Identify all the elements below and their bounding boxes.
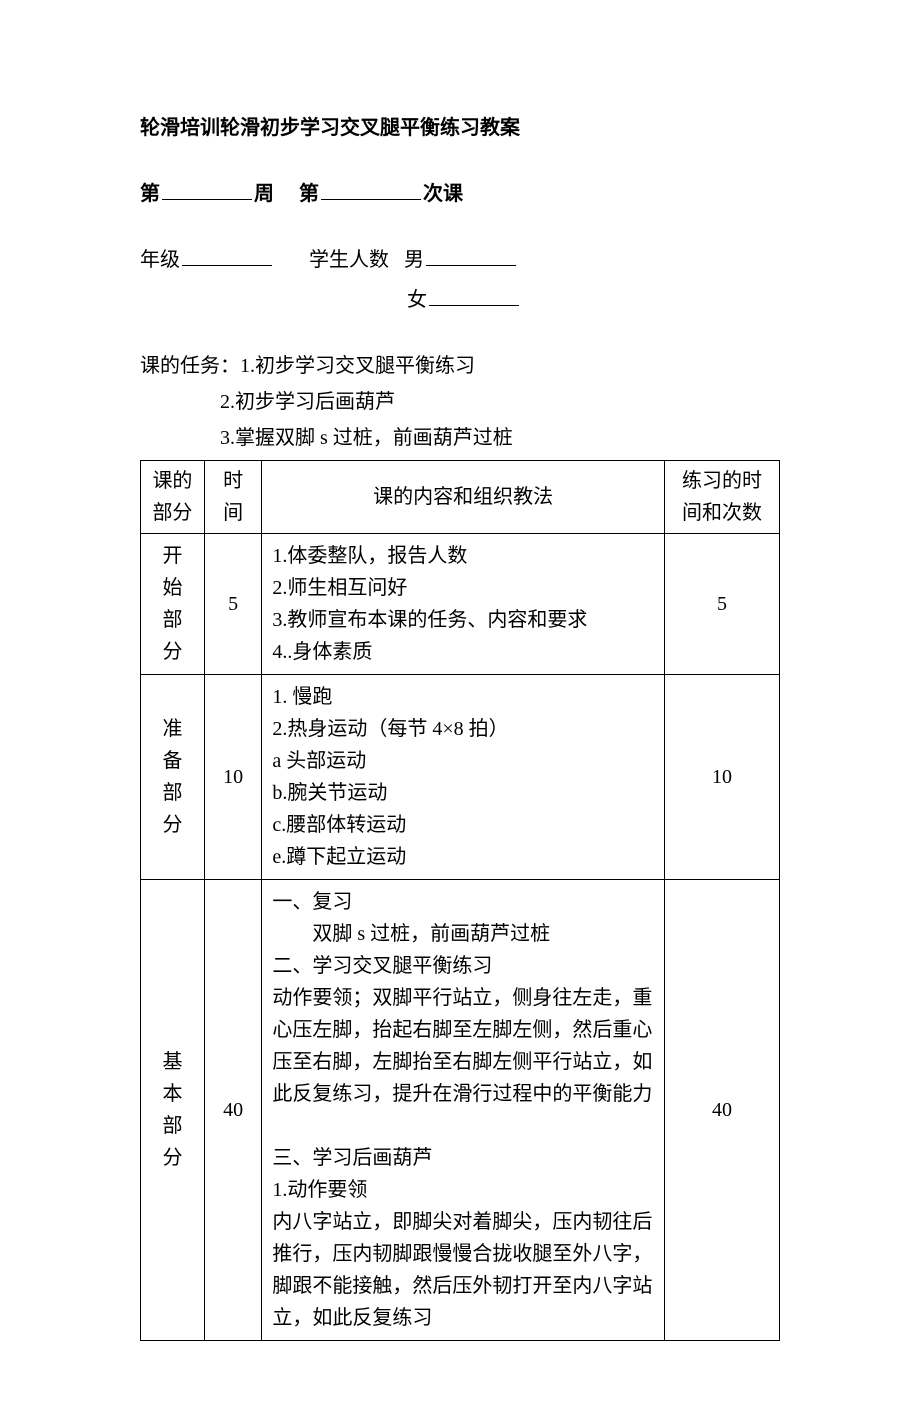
student-count-label: 学生人数 [309, 249, 389, 271]
part-char: 本 [149, 1078, 196, 1110]
tasks-prefix: 课的任务： [140, 355, 240, 377]
content-cell: 一、复习双脚 s 过桩，前画葫芦过桩二、学习交叉腿平衡练习动作要领；双脚平行站立… [262, 880, 665, 1341]
part-char: 部 [149, 1110, 196, 1142]
content-line: a 头部运动 [272, 745, 654, 777]
session-blank [321, 199, 421, 200]
female-line: 女 [140, 282, 780, 318]
col-practice-l2: 间和次数 [682, 502, 762, 524]
lesson-plan-table: 课的 部分 时 间 课的内容和组织教法 练习的时 间和次数 开始部分51.体委整… [140, 460, 780, 1341]
table-row: 开始部分51.体委整队，报告人数2.师生相互问好3.教师宣布本课的任务、内容和要… [141, 534, 780, 675]
part-char: 始 [149, 572, 196, 604]
part-char: 基 [149, 1046, 196, 1078]
part-char: 分 [149, 636, 196, 668]
content-line: 二、学习交叉腿平衡练习 [272, 950, 654, 982]
table-header-row: 课的 部分 时 间 课的内容和组织教法 练习的时 间和次数 [141, 461, 780, 534]
male-label: 男 [404, 249, 424, 271]
content-line: 1.动作要领 [272, 1174, 654, 1206]
content-line: b.腕关节运动 [272, 777, 654, 809]
practice-cell: 5 [664, 534, 779, 675]
table-row: 准备部分101. 慢跑2.热身运动（每节 4×8 拍）a 头部运动b.腕关节运动… [141, 675, 780, 880]
content-line: 双脚 s 过桩，前画葫芦过桩 [272, 918, 654, 950]
col-practice-l1: 练习的时 [682, 470, 762, 492]
content-line: 3.教师宣布本课的任务、内容和要求 [272, 604, 654, 636]
content-line [272, 1110, 654, 1142]
content-line: c.腰部体转运动 [272, 809, 654, 841]
time-cell: 5 [204, 534, 262, 675]
week-prefix: 第 [140, 183, 160, 205]
female-label: 女 [407, 289, 427, 311]
col-time-l1: 时 [223, 470, 243, 492]
tasks-block: 课的任务：1.初步学习交叉腿平衡练习 2.初步学习后画葫芦 3.掌握双脚 s 过… [140, 348, 780, 456]
content-line: e.蹲下起立运动 [272, 841, 654, 873]
content-line: 一、复习 [272, 886, 654, 918]
content-line: 2.热身运动（每节 4×8 拍） [272, 713, 654, 745]
female-blank [429, 305, 519, 306]
col-content: 课的内容和组织教法 [262, 461, 665, 534]
content-line: 4..身体素质 [272, 636, 654, 668]
session-prefix: 第 [299, 183, 319, 205]
part-char: 备 [149, 745, 196, 777]
part-char: 开 [149, 540, 196, 572]
week-suffix: 周 [254, 183, 274, 205]
grade-blank [182, 265, 272, 266]
col-time: 时 间 [204, 461, 262, 534]
content-cell: 1.体委整队，报告人数2.师生相互问好3.教师宣布本课的任务、内容和要求4..身… [262, 534, 665, 675]
practice-cell: 40 [664, 880, 779, 1341]
practice-cell: 10 [664, 675, 779, 880]
col-practice: 练习的时 间和次数 [664, 461, 779, 534]
document-title: 轮滑培训轮滑初步学习交叉腿平衡练习教案 [140, 110, 780, 146]
part-char: 部 [149, 777, 196, 809]
part-char: 准 [149, 713, 196, 745]
part-char: 分 [149, 809, 196, 841]
table-row: 基本部分40一、复习双脚 s 过桩，前画葫芦过桩二、学习交叉腿平衡练习动作要领；… [141, 880, 780, 1341]
col-time-l2: 间 [223, 502, 243, 524]
part-cell: 基本部分 [141, 880, 205, 1341]
time-cell: 40 [204, 880, 262, 1341]
male-blank [426, 265, 516, 266]
time-cell: 10 [204, 675, 262, 880]
content-line: 1. 慢跑 [272, 681, 654, 713]
content-cell: 1. 慢跑2.热身运动（每节 4×8 拍）a 头部运动b.腕关节运动c.腰部体转… [262, 675, 665, 880]
part-cell: 开始部分 [141, 534, 205, 675]
task-3: 3.掌握双脚 s 过桩，前画葫芦过桩 [140, 420, 780, 456]
week-blank [162, 199, 252, 200]
part-cell: 准备部分 [141, 675, 205, 880]
task-1: 1.初步学习交叉腿平衡练习 [240, 355, 475, 377]
col-part-l2: 部分 [152, 502, 192, 524]
session-suffix: 次课 [423, 183, 463, 205]
content-line: 三、学习后画葫芦 [272, 1142, 654, 1174]
week-session-line: 第 周 第 次课 [140, 176, 780, 212]
col-part: 课的 部分 [141, 461, 205, 534]
part-char: 分 [149, 1142, 196, 1174]
col-part-l1: 课的 [152, 470, 192, 492]
content-line: 1.体委整队，报告人数 [272, 540, 654, 572]
grade-line: 年级 学生人数 男 [140, 242, 780, 278]
task-2: 2.初步学习后画葫芦 [140, 384, 780, 420]
content-line: 2.师生相互问好 [272, 572, 654, 604]
content-line: 内八字站立，即脚尖对着脚尖，压内韧往后推行，压内韧脚跟慢慢合拢收腿至外八字，脚跟… [272, 1206, 654, 1334]
part-char: 部 [149, 604, 196, 636]
content-line: 动作要领；双脚平行站立，侧身往左走，重心压左脚，抬起右脚至左脚左侧，然后重心压至… [272, 982, 654, 1110]
grade-label: 年级 [140, 249, 180, 271]
